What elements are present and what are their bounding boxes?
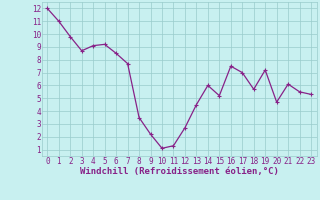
X-axis label: Windchill (Refroidissement éolien,°C): Windchill (Refroidissement éolien,°C) — [80, 167, 279, 176]
